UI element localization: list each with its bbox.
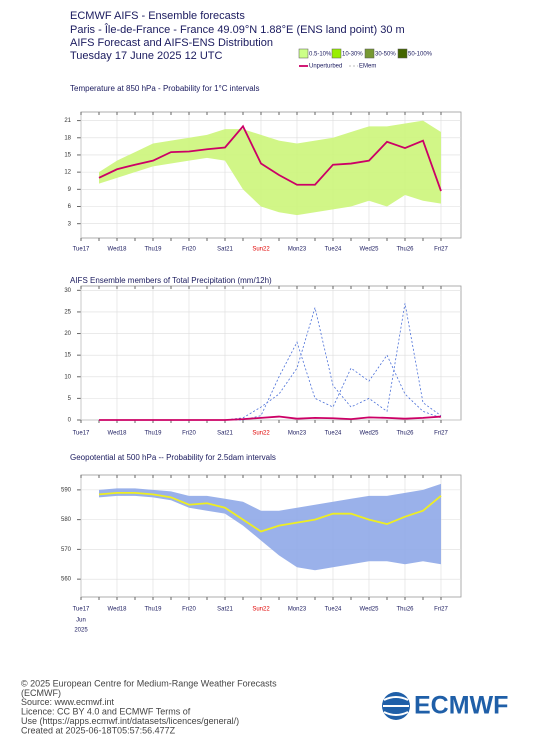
- x-tick-label: Tue17: [73, 431, 90, 437]
- y-tick-label: 3: [68, 221, 72, 227]
- y-tick-label: 15: [64, 353, 71, 359]
- legend-label: 0.5-10%: [309, 52, 332, 58]
- x-tick-label: Fri20: [182, 247, 196, 253]
- x-tick-label: Wed18: [108, 247, 128, 253]
- x-tick-label: Fri27: [434, 247, 448, 253]
- x-tick-label: Tue24: [325, 607, 342, 613]
- y-tick-label: 12: [64, 170, 71, 176]
- y-tick-label: 10: [64, 374, 71, 380]
- x-tick-label: Fri20: [182, 431, 196, 437]
- logo: ECMWF: [382, 692, 508, 720]
- x-tick-label: Sat21: [217, 431, 233, 437]
- x-tick-label: Tue24: [325, 247, 342, 253]
- y-tick-label: 5: [68, 396, 72, 402]
- footer-line: (ECMWF): [21, 688, 61, 698]
- y-tick-label: 590: [61, 487, 72, 493]
- x-tick-label: Wed25: [360, 607, 380, 613]
- header-date: Tuesday 17 June 2025 12 UTC: [70, 50, 223, 62]
- y-tick-label: 9: [68, 187, 72, 193]
- footer-line: Licence: CC BY 4.0 and ECMWF Terms of: [21, 707, 191, 717]
- series-line: [98, 124, 442, 192]
- y-tick-label: 20: [64, 331, 71, 337]
- plot-area: [80, 285, 462, 421]
- x-sublabel: 2025: [74, 628, 88, 634]
- x-tick-label: Mon23: [288, 431, 307, 437]
- x-tick-label: Wed18: [108, 607, 128, 613]
- y-tick-label: 18: [64, 135, 71, 141]
- legend-label: 10-30%: [342, 52, 363, 58]
- x-tick-label: Fri27: [434, 607, 448, 613]
- header-location: Paris - Île-de-France - France 49.09°N 1…: [70, 23, 405, 36]
- x-tick-label: Mon23: [288, 607, 307, 613]
- chart-title: Geopotential at 500 hPa -- Probability f…: [70, 453, 276, 462]
- y-tick-label: 25: [64, 310, 71, 316]
- x-tick-label: Wed25: [360, 247, 380, 253]
- probability-area: [99, 483, 441, 571]
- y-tick-label: 0: [68, 418, 72, 424]
- footer-line: Created at 2025-06-18T05:57:56.477Z: [21, 725, 176, 735]
- footer-line: Source: www.ecmwf.int: [21, 697, 115, 707]
- x-tick-label: Sat21: [217, 607, 233, 613]
- y-tick-label: 15: [64, 153, 71, 159]
- x-tick-label: Tue17: [73, 247, 90, 253]
- legend-label: 50-100%: [408, 52, 433, 58]
- x-tick-label: Thu19: [144, 247, 162, 253]
- x-tick-label: Sun22: [252, 431, 270, 437]
- x-tick-label: Fri27: [434, 431, 448, 437]
- legend-label: EMem: [359, 64, 376, 70]
- series-line: [99, 415, 442, 421]
- footer-line: © 2025 European Centre for Medium-Range …: [21, 678, 277, 688]
- x-tick-label: Tue17: [73, 607, 90, 613]
- legend-label: 30-50%: [375, 52, 396, 58]
- y-tick-label: 6: [68, 204, 72, 210]
- x-tick-label: Wed18: [108, 431, 128, 437]
- legend-swatch: [364, 48, 375, 59]
- header-subtitle: AIFS Forecast and AIFS-ENS Distribution: [70, 37, 273, 49]
- x-tick-label: Thu19: [144, 607, 162, 613]
- logo-text: ECMWF: [414, 692, 508, 720]
- x-tick-label: Sat21: [217, 247, 233, 253]
- probability-area: [99, 120, 441, 216]
- legend-swatch: [397, 48, 408, 59]
- header-title: ECMWF AIFS - Ensemble forecasts: [70, 10, 245, 22]
- legend-swatch: [331, 48, 342, 59]
- x-tick-label: Thu26: [396, 431, 414, 437]
- x-tick-label: Thu26: [396, 247, 414, 253]
- footer-line: Use (https://apps.ecmwf.int/datasets/lic…: [21, 716, 239, 726]
- y-tick-label: 580: [61, 517, 72, 523]
- x-tick-label: Wed25: [360, 431, 380, 437]
- series-line: [98, 491, 442, 533]
- x-tick-label: Sun22: [252, 247, 270, 253]
- y-tick-label: 30: [64, 288, 71, 294]
- x-sublabel: Jun: [76, 618, 86, 624]
- y-tick-label: 560: [61, 577, 72, 583]
- y-tick-label: 570: [61, 547, 72, 553]
- x-tick-label: Sun22: [252, 607, 270, 613]
- x-tick-label: Thu19: [144, 431, 162, 437]
- legend-swatch: [298, 48, 309, 59]
- legend-label: Unperturbed: [309, 64, 342, 70]
- x-tick-label: Tue24: [325, 431, 342, 437]
- x-tick-label: Mon23: [288, 247, 307, 253]
- x-tick-label: Fri20: [182, 607, 196, 613]
- chart-title: AIFS Ensemble members of Total Precipita…: [70, 276, 272, 285]
- x-tick-label: Thu26: [396, 607, 414, 613]
- y-tick-label: 21: [64, 118, 71, 124]
- chart-title: Temperature at 850 hPa - Probability for…: [70, 84, 260, 93]
